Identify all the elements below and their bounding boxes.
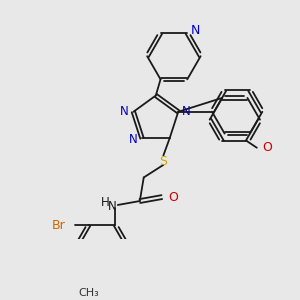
Text: O: O (168, 190, 178, 204)
Text: N: N (190, 24, 200, 37)
Text: CH₃: CH₃ (78, 288, 99, 298)
Text: N: N (107, 200, 116, 213)
Text: H: H (101, 196, 110, 209)
Text: O: O (262, 141, 272, 154)
Text: N: N (182, 105, 191, 118)
Text: Br: Br (51, 218, 65, 232)
Text: N: N (120, 105, 129, 118)
Text: N: N (129, 133, 138, 146)
Text: S: S (159, 155, 167, 168)
